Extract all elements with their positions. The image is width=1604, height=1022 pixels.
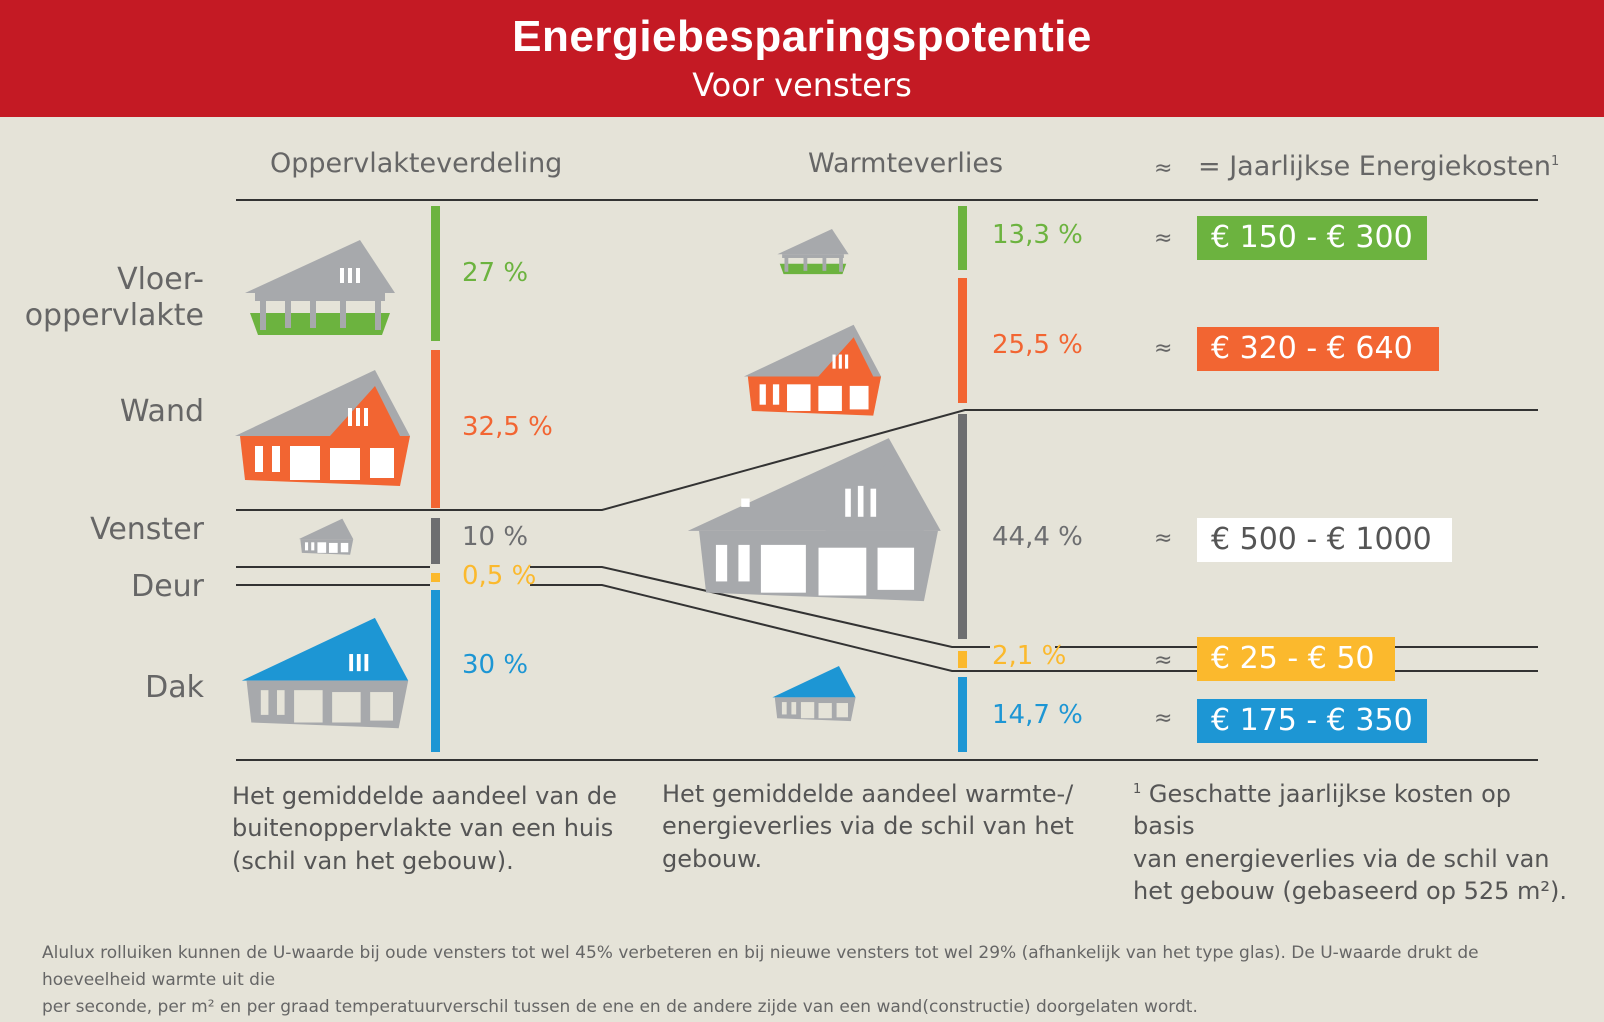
row-label-door: Deur <box>131 569 204 604</box>
surface-pct-wall: 32,5 % <box>462 412 553 442</box>
surface-pct-door: 0,5 % <box>462 561 537 591</box>
surface-pct-window: 10 % <box>462 522 529 552</box>
row-label-window: Venster <box>90 512 204 547</box>
column-heading-surface: Oppervlakteverdeling <box>270 148 563 179</box>
heatloss-house-roof-icon <box>772 665 856 722</box>
column-heading-approx: ≈ <box>1154 156 1173 181</box>
house-floor-icon <box>245 240 395 335</box>
note-heatloss: Het gemiddelde aandeel warmte-/energieve… <box>662 780 1074 873</box>
heatloss-bar-wall <box>958 278 967 403</box>
house-window-icon <box>298 518 354 555</box>
row-label-floor: Vloer-oppervlakte <box>24 262 204 333</box>
header-banner: Energiebesparingspotentie Voor vensters <box>0 0 1604 117</box>
note-surface: Het gemiddelde aandeel van de buitenopper… <box>232 782 617 875</box>
connector-window-top <box>236 409 1538 511</box>
cost-box-window: € 500 - € 1000 <box>1197 518 1452 562</box>
surface-bar-roof <box>431 590 440 752</box>
approx-floor: ≈ <box>1154 226 1173 251</box>
note-costs: 1 Geschatte jaarlijkse kosten op basis v… <box>1133 780 1568 906</box>
surface-bar-window <box>431 518 440 564</box>
cost-box-door: € 25 - € 50 <box>1197 637 1395 681</box>
page-subtitle: Voor vensters <box>692 66 912 104</box>
house-wall-icon <box>235 370 410 486</box>
cost-box-floor: € 150 - € 300 <box>1197 216 1427 260</box>
column-heading-heatloss: Warmteverlies <box>808 148 1004 179</box>
connector-door-top <box>530 566 990 648</box>
heatloss-bar-door <box>958 651 967 668</box>
heatloss-house-floor-icon <box>777 229 849 275</box>
house-large-window-icon <box>687 438 941 602</box>
heatloss-pct-window: 44,4 % <box>992 522 1083 552</box>
surface-pct-floor: 27 % <box>462 258 529 288</box>
house-roof-icon <box>241 617 409 729</box>
surface-bar-wall <box>431 350 440 508</box>
heatloss-pct-wall: 25,5 % <box>992 330 1083 360</box>
cost-box-roof: € 175 - € 350 <box>1197 699 1427 743</box>
footer-text: Alulux rolluiken kunnen de U-waarde bij … <box>42 943 1479 1018</box>
approx-roof: ≈ <box>1154 706 1173 731</box>
heatloss-house-wall-icon <box>743 324 882 416</box>
surface-bar-floor <box>431 206 440 341</box>
approx-door: ≈ <box>1154 648 1173 673</box>
surface-pct-roof: 30 % <box>462 650 529 680</box>
cost-box-wall: € 320 - € 640 <box>1197 327 1439 371</box>
heatloss-pct-door: 2,1 % <box>992 641 1067 671</box>
heatloss-bar-window <box>958 414 967 639</box>
row-label-wall: Wand <box>119 394 204 429</box>
heatloss-pct-roof: 14,7 % <box>992 700 1083 730</box>
approx-wall: ≈ <box>1154 336 1173 361</box>
heatloss-pct-floor: 13,3 % <box>992 220 1083 250</box>
row-label-roof: Dak <box>145 670 204 705</box>
column-heading-costs: = Jaarlijkse Energiekosten1 <box>1198 151 1560 182</box>
surface-bar-door <box>431 573 440 582</box>
heatloss-bar-floor <box>958 206 967 270</box>
approx-window: ≈ <box>1154 526 1173 551</box>
heatloss-bar-roof <box>958 677 967 752</box>
page-title: Energiebesparingspotentie <box>512 12 1092 61</box>
